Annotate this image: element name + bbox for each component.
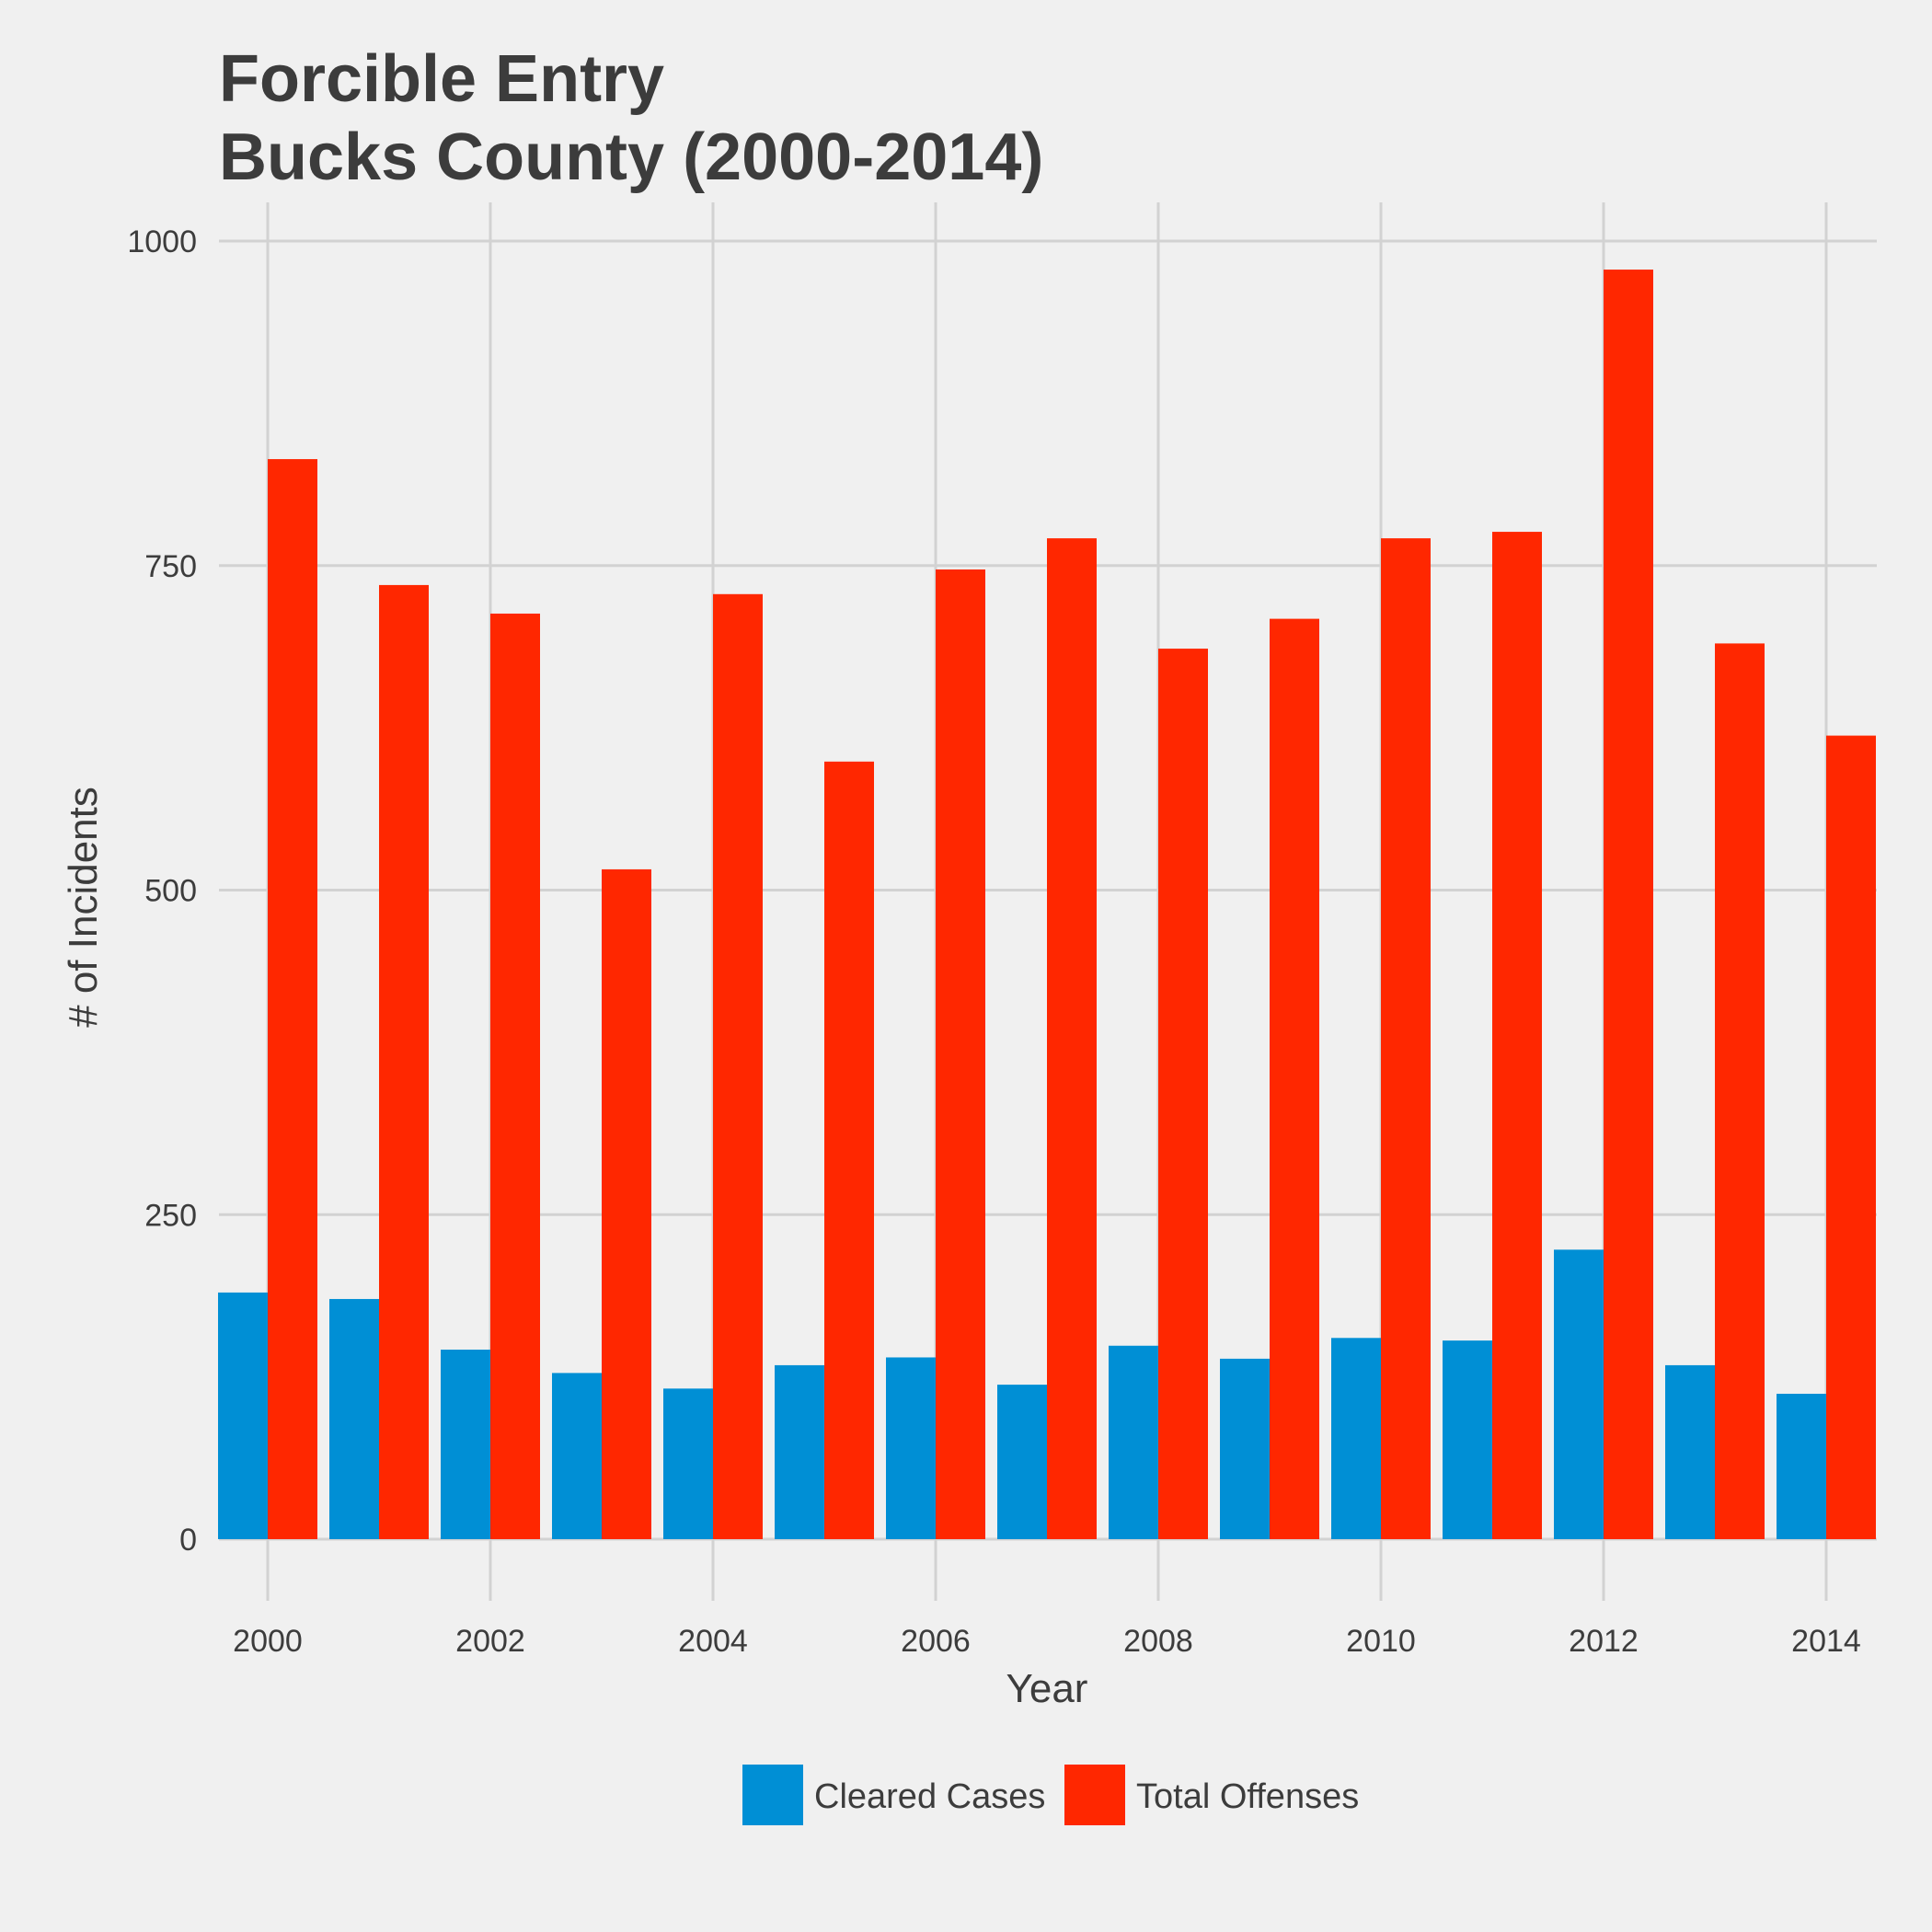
total-offenses-bar-2014 <box>1826 735 1876 1539</box>
x-tick-label: 2010 <box>1346 1624 1416 1659</box>
y-tick-label: 750 <box>144 549 197 584</box>
total-offenses-bar-2006 <box>936 569 985 1540</box>
x-axis-title: Year <box>1006 1666 1088 1711</box>
cleared-cases-bar-2012 <box>1554 1249 1604 1539</box>
x-tick-label: 2006 <box>901 1624 971 1659</box>
y-tick-label: 250 <box>144 1198 197 1233</box>
cleared-cases-bar-2014 <box>1777 1393 1826 1539</box>
total-offenses-bar-2007 <box>1047 538 1097 1539</box>
cleared-cases-bar-2001 <box>329 1298 379 1539</box>
y-tick-label: 0 <box>179 1523 197 1558</box>
cleared-cases-bar-2013 <box>1665 1364 1715 1539</box>
legend: Cleared Cases Total Offenses <box>742 1765 1359 1825</box>
cleared-cases-bar-2009 <box>1220 1358 1270 1539</box>
total-offenses-bar-2008 <box>1158 649 1208 1539</box>
cleared-cases-bar-2007 <box>997 1385 1047 1539</box>
chart-title-line-2: Bucks County (2000-2014) <box>219 121 1043 194</box>
total-offenses-bar-2010 <box>1381 538 1431 1539</box>
y-tick-label: 500 <box>144 874 197 909</box>
cleared-cases-bar-2010 <box>1331 1338 1381 1539</box>
total-offenses-bar-2011 <box>1492 532 1542 1540</box>
cleared-cases-bar-2006 <box>886 1357 936 1539</box>
tick-labels: 0 250 500 750 1000 2000 2002 2004 2006 2008 2010 20… <box>127 224 1860 1659</box>
cleared-cases-bar-2005 <box>775 1364 824 1539</box>
legend-swatch-total-offenses <box>1064 1765 1125 1825</box>
total-offenses-bar-2002 <box>490 613 540 1539</box>
total-offenses-bar-2004 <box>713 593 763 1539</box>
total-offenses-bar-2000 <box>268 459 317 1540</box>
cleared-cases-bar-2004 <box>663 1388 713 1539</box>
chart-title-line-1: Forcible Entry <box>219 42 664 116</box>
total-offenses-bar-2001 <box>379 584 429 1539</box>
legend-label-cleared-cases: Cleared Cases <box>814 1777 1045 1816</box>
x-tick-label: 2000 <box>233 1624 303 1659</box>
cleared-cases-bar-2008 <box>1109 1345 1158 1539</box>
bars <box>218 270 1876 1540</box>
legend-label-total-offenses: Total Offenses <box>1136 1777 1359 1816</box>
legend-swatch-cleared-cases <box>742 1765 803 1825</box>
x-tick-label: 2014 <box>1791 1624 1861 1659</box>
y-tick-label: 1000 <box>127 224 197 259</box>
y-axis-title: # of Incidents <box>61 787 106 1028</box>
x-tick-label: 2004 <box>678 1624 748 1659</box>
x-tick-label: 2012 <box>1569 1624 1639 1659</box>
x-tick-label: 2008 <box>1123 1624 1193 1659</box>
cleared-cases-bar-2002 <box>441 1349 490 1539</box>
x-tick-label: 2002 <box>455 1624 525 1659</box>
total-offenses-bar-2009 <box>1270 618 1319 1539</box>
total-offenses-bar-2003 <box>602 868 651 1539</box>
cleared-cases-bar-2000 <box>218 1292 268 1539</box>
cleared-cases-bar-2003 <box>552 1373 602 1539</box>
total-offenses-bar-2013 <box>1715 643 1765 1539</box>
total-offenses-bar-2012 <box>1604 270 1653 1539</box>
total-offenses-bar-2005 <box>824 761 874 1539</box>
cleared-cases-bar-2011 <box>1443 1340 1492 1539</box>
